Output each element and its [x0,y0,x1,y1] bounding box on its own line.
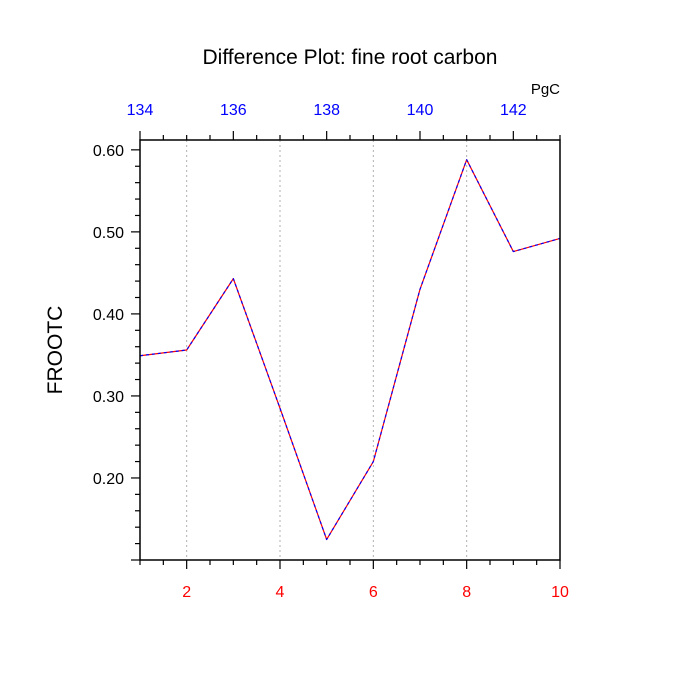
gridlines [186,140,468,560]
top-tick-label: 142 [500,102,527,119]
plot-frame [139,139,561,561]
y-tick-label: 0.50 [93,225,124,242]
x-tick-label: 6 [369,584,378,601]
top-tick-label: 138 [313,102,340,119]
x-tick-label: 4 [276,584,285,601]
series-line-dash [139,159,561,541]
y-tick-label: 0.40 [93,307,124,324]
x-tick-label: 8 [462,584,471,601]
y-tick-label: 0.20 [93,471,124,488]
x-tick-label: 10 [551,584,569,601]
top-tick-label: 136 [220,102,247,119]
tick-labels: 2 4 6 8 10 134 136 138 140 142 0.20 0.30 0.40 0.50 0.6… [93,102,569,601]
series-line [139,159,561,541]
top-tick-label: 140 [407,102,434,119]
y-tick-label: 0.60 [93,143,124,160]
axis-ticks [131,131,561,569]
y-tick-label: 0.30 [93,389,124,406]
chart-title: Difference Plot: fine root carbon [203,46,498,69]
data-series [139,159,561,541]
top-tick-label: 134 [127,102,154,119]
x-tick-label: 2 [182,584,191,601]
top-axis-unit: PgC [531,81,560,98]
y-axis-label: FROOTC [44,306,67,395]
